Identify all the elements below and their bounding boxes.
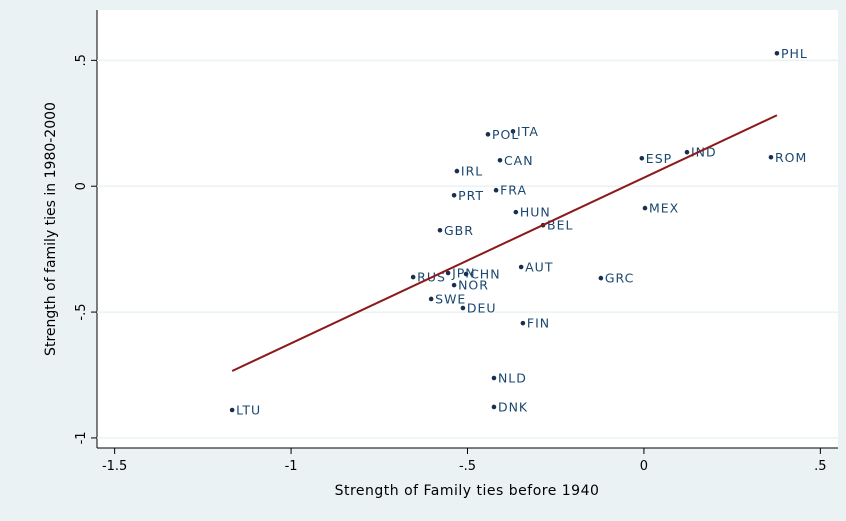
point	[518, 264, 524, 270]
point-label: DEU	[467, 301, 497, 316]
plot-area	[97, 10, 838, 448]
point-label: PHL	[781, 46, 808, 61]
x-axis-title: Strength of Family ties before 1940	[335, 483, 600, 499]
fit-line	[231, 114, 778, 372]
point	[491, 404, 497, 410]
x-tick-label: -1.5	[102, 459, 127, 474]
y-tick-label: -1	[74, 431, 89, 444]
point	[463, 271, 469, 277]
point-label: ESP	[646, 151, 672, 166]
point-label: MEX	[649, 201, 679, 216]
point	[454, 168, 460, 174]
point-label: POL	[492, 127, 519, 142]
point	[428, 296, 434, 302]
point	[598, 275, 604, 281]
point-label: JPN	[451, 266, 476, 281]
point	[639, 155, 645, 161]
y-tick-label: .5	[74, 54, 89, 66]
point	[520, 320, 526, 326]
point	[768, 154, 774, 160]
point	[460, 305, 466, 311]
point-label: GRC	[605, 271, 634, 286]
point	[445, 270, 451, 276]
point-label: LTU	[236, 402, 261, 417]
point-label: CAN	[504, 153, 534, 168]
point-label: FIN	[527, 316, 550, 331]
point	[642, 205, 648, 211]
point	[491, 375, 497, 381]
x-tick-label: -1	[285, 459, 298, 474]
point	[497, 157, 503, 163]
point-label: IND	[691, 145, 717, 160]
point-label: IRL	[461, 164, 483, 179]
point	[774, 50, 780, 56]
x-tick-label: .5	[814, 459, 826, 474]
x-tick-label: -.5	[459, 459, 476, 474]
point	[485, 132, 491, 137]
point-label: ITA	[517, 124, 539, 139]
point	[451, 282, 457, 288]
point	[229, 407, 235, 413]
y-tick-label: -.5	[74, 304, 89, 321]
point-label: AUT	[525, 260, 553, 275]
point-label: BEL	[547, 218, 573, 233]
point-label: ROM	[775, 150, 807, 165]
y-tick-label: 0	[74, 182, 89, 190]
x-tick-label: 0	[640, 459, 648, 474]
y-axis-title: Strength of family ties in 1980-2000	[43, 102, 59, 356]
point-label: GBR	[444, 223, 474, 238]
point	[451, 192, 457, 198]
point	[410, 274, 416, 280]
point-label: SWE	[435, 291, 466, 306]
point	[513, 209, 519, 215]
point	[684, 149, 690, 155]
point-label: NOR	[458, 278, 489, 293]
point	[510, 129, 516, 134]
point	[493, 187, 499, 193]
point-label: CHN	[470, 267, 500, 282]
point-label: NLD	[498, 371, 527, 386]
point-label: FRA	[500, 183, 527, 198]
point-label: HUN	[520, 205, 551, 220]
point-label: DNK	[498, 399, 528, 414]
point	[437, 227, 443, 233]
point-label: PRT	[458, 188, 484, 203]
